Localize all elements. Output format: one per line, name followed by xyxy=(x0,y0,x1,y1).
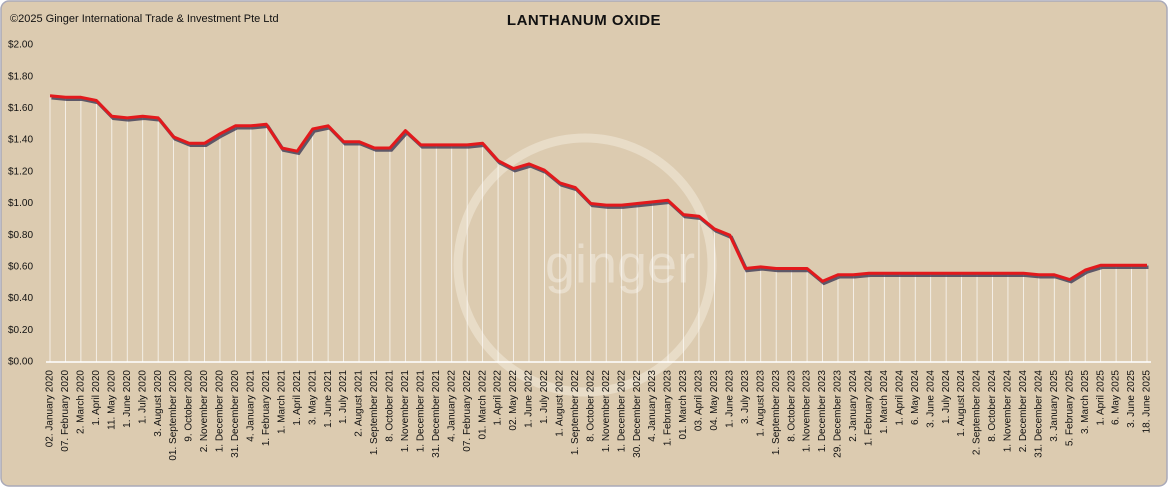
x-tick-label: 1. November 2023 xyxy=(802,370,813,453)
x-tick-label: 1. November 2021 xyxy=(400,370,411,453)
x-tick-label: 6. May 2024 xyxy=(910,370,921,425)
x-tick-label: 1. February 2023 xyxy=(663,370,674,447)
y-tick-label: $0.00 xyxy=(8,357,33,368)
x-tick-label: 1. June 2021 xyxy=(323,370,334,428)
x-tick-label: 1. November 2022 xyxy=(601,370,612,453)
x-tick-label: 31. December 2024 xyxy=(1033,370,1044,458)
x-tick-label: 1. August 2024 xyxy=(956,370,967,437)
x-tick-label: 1. April 2025 xyxy=(1095,370,1106,426)
x-tick-label: 2. November 2020 xyxy=(199,370,210,453)
line xyxy=(49,94,1147,283)
line-shadow xyxy=(51,95,1149,286)
x-tick-label: 1. September 2022 xyxy=(570,370,581,455)
x-tick-label: 4. January 2021 xyxy=(245,370,256,442)
x-tick-label: 31. December 2021 xyxy=(431,370,442,458)
x-tick-label: 07. February 2022 xyxy=(462,370,473,452)
y-tick-label: $0.40 xyxy=(8,293,33,304)
y-tick-label: $1.20 xyxy=(8,166,33,177)
y-tick-label: $1.40 xyxy=(8,135,33,146)
x-tick-label: 8. October 2021 xyxy=(385,370,396,442)
x-tick-label: 1. June 2023 xyxy=(724,370,735,428)
x-tick-label: 2. August 2021 xyxy=(354,370,365,437)
x-tick-label: 29. December 2023 xyxy=(833,370,844,458)
x-tick-label: 1. April 2022 xyxy=(493,370,504,426)
x-tick-label: 1. December 2023 xyxy=(817,370,828,453)
x-tick-label: 01. March 2023 xyxy=(678,370,689,440)
x-tick-label: 1. September 2021 xyxy=(369,370,380,455)
x-tick-label: 1. December 2022 xyxy=(616,370,627,453)
x-tick-label: 04. May 2023 xyxy=(709,370,720,431)
x-tick-label: 1. September 2023 xyxy=(771,370,782,455)
x-tick-label: 1. December 2020 xyxy=(215,370,226,453)
x-tick-label: 3. March 2025 xyxy=(1080,370,1091,434)
x-tick-label: 1. July 2020 xyxy=(137,370,148,424)
y-tick-label: $0.60 xyxy=(8,262,33,273)
x-tick-label: 6. May 2025 xyxy=(1111,370,1122,425)
x-tick-label: 1. April 2024 xyxy=(894,370,905,426)
chart-title: LANTHANUM OXIDE xyxy=(507,12,661,29)
x-tick-label: 2. December 2024 xyxy=(1018,370,1029,453)
x-tick-label: 1. February 2021 xyxy=(261,370,272,447)
copyright: ©2025 Ginger International Trade & Inves… xyxy=(10,13,279,25)
x-tick-label: 07. February 2020 xyxy=(60,370,71,452)
x-tick-label: 4. January 2023 xyxy=(647,370,658,442)
x-tick-label: 1. April 2021 xyxy=(292,370,303,426)
x-tick-label: 31. December 2020 xyxy=(230,370,241,458)
y-tick-label: $2.00 xyxy=(8,40,33,51)
watermark-ring xyxy=(453,133,717,397)
x-tick-label: 1. August 2023 xyxy=(755,370,766,437)
x-tick-label: 9. October 2020 xyxy=(184,370,195,442)
x-tick-label: 1. December 2021 xyxy=(415,370,426,453)
x-tick-label: 3. August 2020 xyxy=(153,370,164,437)
x-tick-label: 1. March 2024 xyxy=(879,370,890,434)
x-tick-label: 18. June 2025 xyxy=(1142,370,1153,434)
x-tick-label: 2. March 2020 xyxy=(76,370,87,434)
x-tick-label: 3. June 2025 xyxy=(1126,370,1137,428)
x-tick-label: 3. June 2024 xyxy=(925,370,936,428)
x-tick-label: 8. October 2022 xyxy=(585,370,596,442)
y-tick-label: $0.80 xyxy=(8,230,33,241)
x-tick-label: 1. August 2022 xyxy=(555,370,566,437)
x-tick-label: 02. May 2022 xyxy=(508,370,519,431)
x-tick-label: 1. July 2021 xyxy=(338,370,349,424)
x-tick-label: 3. May 2021 xyxy=(307,370,318,425)
x-tick-label: 01. March 2022 xyxy=(477,370,488,440)
x-tick-label: 5. February 2025 xyxy=(1064,370,1075,447)
watermark: ginger xyxy=(545,234,695,294)
x-tick-label: 1. April 2020 xyxy=(91,370,102,426)
x-tick-label: 1. June 2022 xyxy=(524,370,535,428)
x-tick-label: 30. December 2022 xyxy=(632,370,643,458)
y-tick-label: $1.00 xyxy=(8,198,33,209)
x-tick-label: 03. April 2023 xyxy=(694,370,705,432)
x-tick-label: 2. September 2024 xyxy=(972,370,983,455)
x-tick-label: 8. October 2023 xyxy=(786,370,797,442)
x-tick-label: 2. January 2024 xyxy=(848,370,859,442)
y-tick-label: $1.80 xyxy=(8,71,33,82)
x-tick-label: 1. February 2024 xyxy=(864,370,875,447)
x-tick-label: 4. January 2022 xyxy=(446,370,457,442)
y-tick-label: $0.20 xyxy=(8,325,33,336)
x-tick-label: 01. September 2020 xyxy=(168,370,179,461)
x-tick-label: 3. July 2023 xyxy=(740,370,751,424)
x-tick-label: 8. October 2024 xyxy=(987,370,998,442)
x-tick-label: 1. June 2020 xyxy=(122,370,133,428)
x-tick-label: 1. November 2024 xyxy=(1003,370,1014,453)
y-tick-label: $1.60 xyxy=(8,103,33,114)
x-tick-label: 11. May 2020 xyxy=(106,370,117,430)
x-tick-label: 1. July 2022 xyxy=(539,370,550,424)
x-tick-label: 1. March 2021 xyxy=(276,370,287,434)
x-tick-label: 02. January 2020 xyxy=(45,370,56,448)
x-tick-label: 1. July 2024 xyxy=(941,370,952,424)
x-tick-label: 3. January 2025 xyxy=(1049,370,1060,442)
